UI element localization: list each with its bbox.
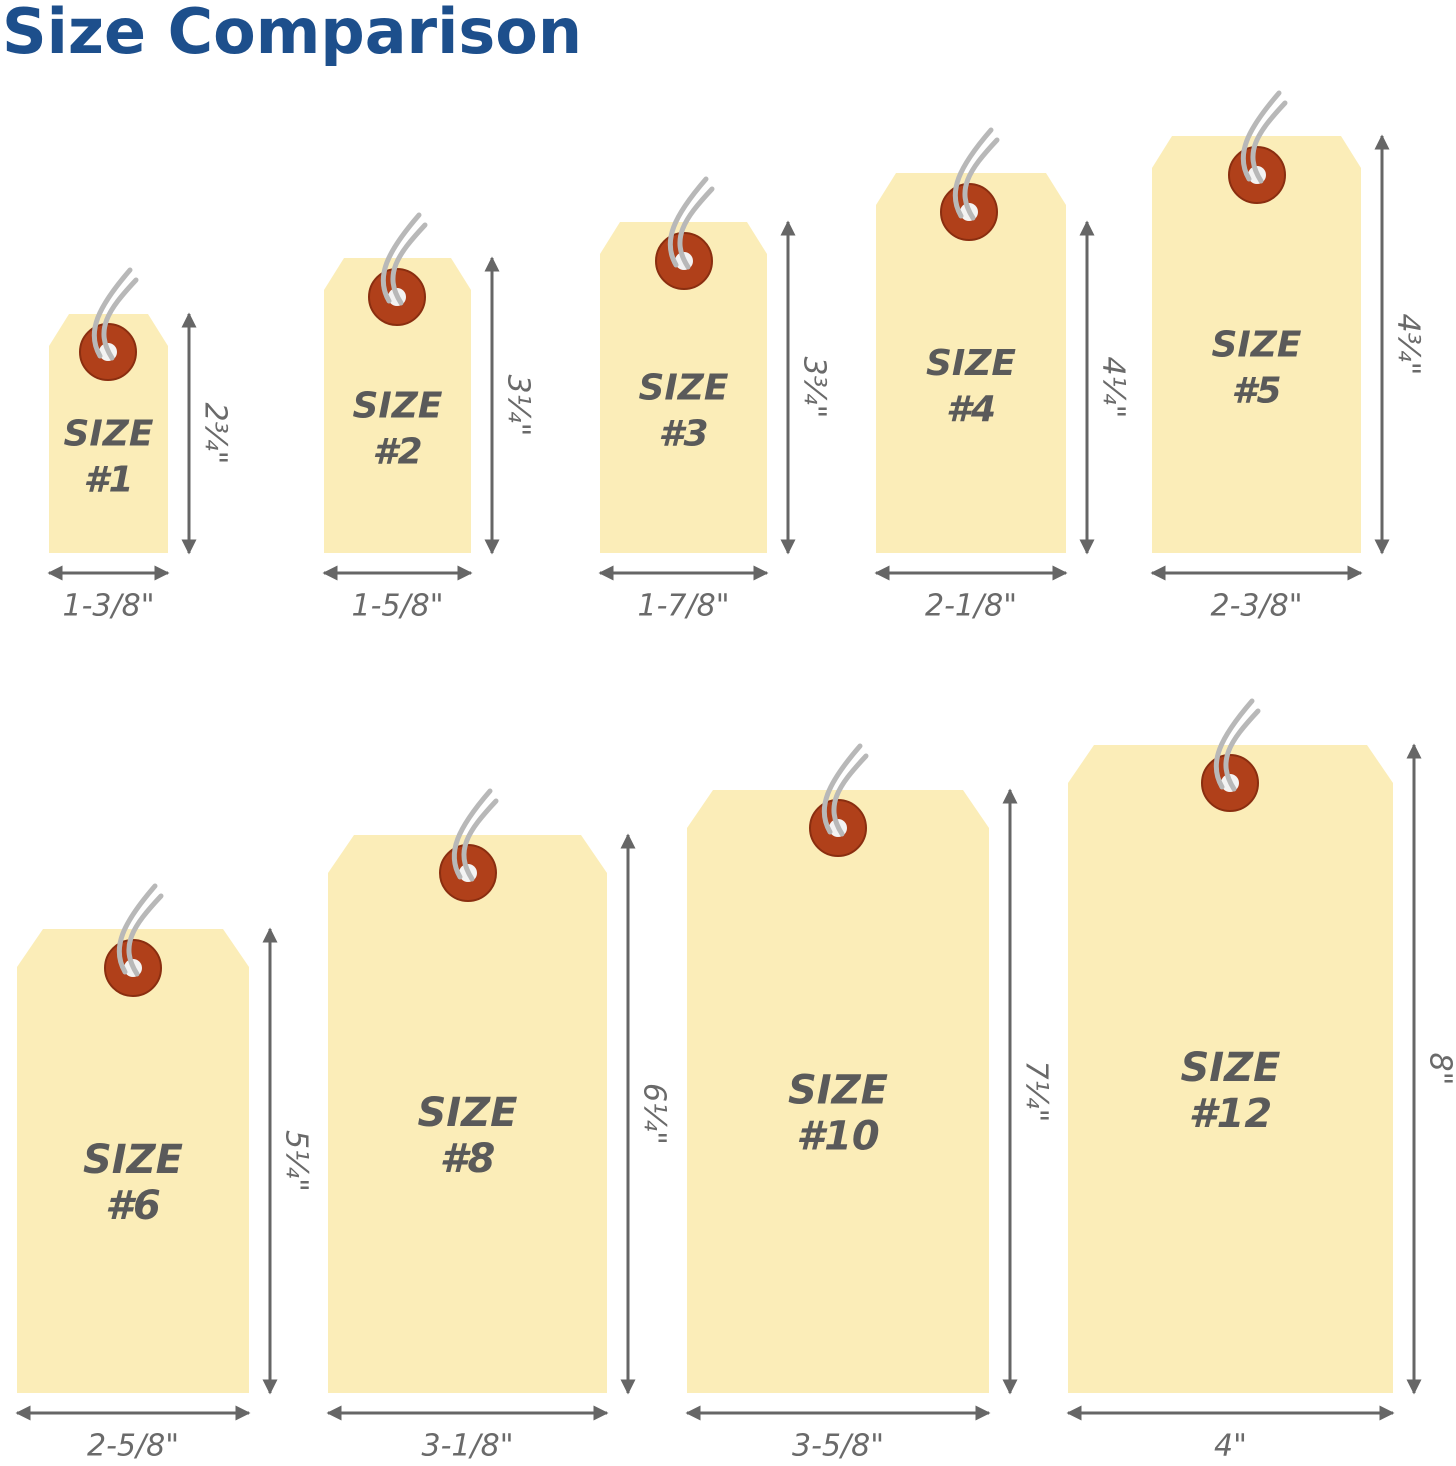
string (1240, 90, 1288, 184)
height-label: 3¾" (797, 357, 832, 419)
width-label: 2-3/8" (1211, 589, 1303, 624)
width-label: 3-1/8" (422, 1429, 514, 1464)
tag-label: SIZE (1180, 1045, 1280, 1091)
tag-label: SIZE (63, 414, 153, 455)
tag: SIZE #3 3¾" 1-7/8" (598, 176, 832, 624)
tag-label: SIZE (926, 343, 1016, 384)
width-label: 4" (1214, 1429, 1247, 1464)
title: Size Comparison (2, 0, 582, 68)
height-label: 4¾" (1391, 314, 1426, 376)
string (821, 743, 869, 837)
tag-body (49, 314, 168, 553)
tag-label: SIZE (352, 386, 442, 427)
tag-body (687, 790, 989, 1393)
height-label: 6¼" (637, 1083, 672, 1145)
tag-label: SIZE (788, 1068, 888, 1114)
tag-number: #2 (372, 432, 422, 473)
tag-body (1152, 136, 1361, 553)
tag-number: #4 (946, 389, 996, 430)
string (1213, 698, 1261, 792)
string (380, 212, 428, 306)
tag-label: SIZE (83, 1137, 183, 1183)
height-label: 7¼" (1019, 1061, 1054, 1123)
width-label: 3-5/8" (792, 1429, 884, 1464)
tag-body (1068, 745, 1393, 1393)
width-label: 2-5/8" (87, 1429, 179, 1464)
tag-number: #3 (658, 414, 708, 455)
height-label: 4¼" (1096, 357, 1131, 419)
tag-body (876, 173, 1066, 553)
tag-number: #10 (796, 1114, 880, 1160)
tag: SIZE#6 5¼" 2-5/8" (15, 883, 314, 1464)
tag-body (600, 222, 767, 553)
tag: SIZE #5 4¾" 2-3/8" (1150, 90, 1426, 624)
height-label: 2¾" (198, 403, 233, 465)
string (667, 176, 715, 270)
string (451, 788, 499, 882)
width-label: 1-5/8" (352, 589, 444, 624)
tag-body (324, 258, 471, 553)
width-label: 1-3/8" (63, 589, 155, 624)
tag: SIZE #4 4¼" 2-1/8" (874, 127, 1131, 624)
tag: SIZE#10 7¼" 3-5/8" (685, 743, 1054, 1464)
height-label: 8" (1423, 1053, 1456, 1086)
tag: SIZE#8 6¼" 3-1/8" (326, 788, 672, 1464)
tag-body (17, 929, 249, 1393)
tag-number: #1 (83, 460, 133, 501)
tag: SIZE #2 3¼" 1-5/8" (322, 212, 536, 624)
width-label: 2-1/8" (925, 589, 1017, 624)
tag-number: #5 (1231, 371, 1281, 412)
string (952, 127, 1000, 221)
tag-number: #6 (105, 1183, 161, 1229)
height-label: 5¼" (279, 1130, 314, 1192)
string (116, 883, 164, 977)
tag-label: SIZE (1211, 325, 1301, 366)
width-label: 1-7/8" (638, 589, 730, 624)
tag-number: #8 (440, 1136, 496, 1182)
tag-body (328, 835, 607, 1393)
tag-label: SIZE (638, 368, 728, 409)
tag: SIZE #1 2¾" 1-3/8" (47, 267, 233, 624)
string (91, 267, 139, 361)
height-label: 3¼" (501, 375, 536, 437)
tag-label: SIZE (417, 1090, 517, 1136)
tag-number: #12 (1189, 1091, 1273, 1137)
tag: SIZE#12 8" 4" (1066, 698, 1456, 1464)
